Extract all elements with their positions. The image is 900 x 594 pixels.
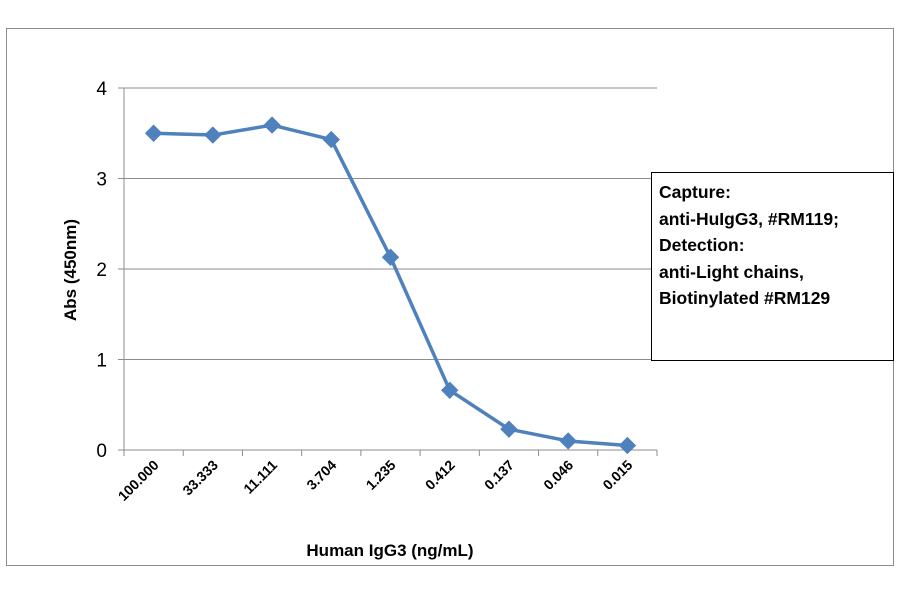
- data-point-marker: [381, 248, 400, 266]
- x-tick-label: 3.704: [303, 457, 339, 493]
- x-axis-title: Human IgG3 (ng/mL): [306, 541, 473, 560]
- annotation-line: Biotinylated #RM129: [659, 288, 831, 308]
- annotation-line: Capture:: [659, 182, 731, 202]
- x-tick-labels: 100.000 33.333 11.111 3.704 1.235 0.412 0.137 0…: [115, 457, 636, 504]
- y-tick-label: 0: [96, 441, 107, 462]
- axes: [118, 87, 658, 456]
- annotation-line: anti-Light chains,: [659, 261, 804, 282]
- data-point-marker: [441, 381, 459, 399]
- x-tick-label: 0.412: [422, 457, 458, 493]
- data-point-marker: [263, 116, 281, 134]
- data-point-marker: [322, 130, 340, 149]
- series-group: [144, 116, 637, 455]
- annotation-line: anti-HuIgG3, #RM119;: [659, 208, 839, 229]
- gridlines: [124, 87, 657, 360]
- x-tick-label: 0.015: [599, 457, 635, 493]
- y-tick-label: 4: [96, 79, 107, 100]
- data-point-marker: [144, 124, 163, 142]
- x-tick-label: 11.111: [240, 457, 280, 497]
- annotation-line: Detection:: [659, 235, 745, 255]
- y-tick-label: 1: [96, 351, 107, 372]
- x-tick-label: 100.000: [115, 457, 162, 504]
- data-point-marker: [204, 126, 222, 144]
- y-tick-labels: 0 1 2 3 4: [96, 79, 107, 462]
- data-point-marker: [618, 436, 637, 455]
- y-tick-label: 3: [96, 170, 107, 191]
- x-tick-label: 33.333: [179, 457, 221, 499]
- data-point-marker: [559, 432, 577, 450]
- x-tick-label: 0.137: [481, 457, 517, 493]
- series-line: [153, 123, 628, 448]
- data-point-marker: [500, 420, 518, 438]
- annotation-box: Capture: anti-HuIgG3, #RM119; Detection:…: [651, 172, 894, 361]
- y-tick-label: 2: [96, 260, 107, 281]
- x-tick-label: 0.046: [540, 457, 576, 493]
- x-tick-label: 1.235: [363, 457, 399, 493]
- y-axis-title: Abs (450nm): [61, 219, 80, 321]
